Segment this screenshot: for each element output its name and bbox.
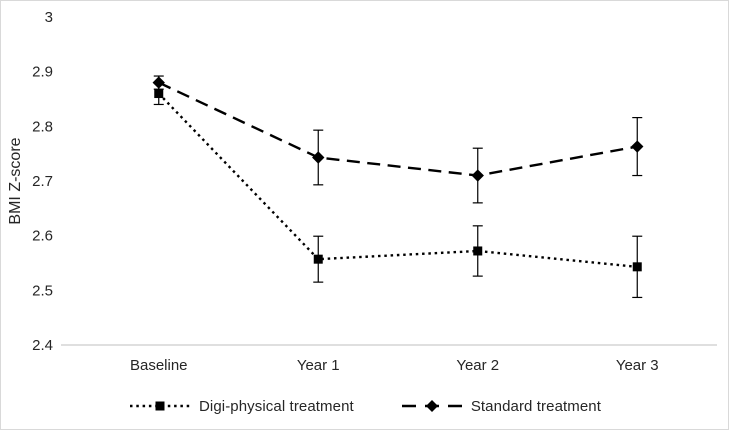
legend-item-standard: Standard treatment bbox=[400, 398, 601, 415]
x-tick-label: Year 1 bbox=[297, 357, 340, 374]
x-tick-label: Baseline bbox=[130, 357, 188, 374]
y-tick-label: 2.9 bbox=[32, 64, 53, 81]
x-tick-label: Year 2 bbox=[456, 357, 499, 374]
y-tick-label: 2.6 bbox=[32, 228, 53, 245]
y-tick-label: 2.7 bbox=[32, 173, 53, 190]
y-tick-label: 3 bbox=[45, 9, 53, 26]
diamond-marker bbox=[471, 169, 484, 182]
diamond-marker bbox=[152, 76, 165, 89]
legend-label-digi-physical: Digi-physical treatment bbox=[198, 397, 354, 415]
standard-line-sample-icon bbox=[401, 400, 462, 412]
chart-legend: Digi-physical treatment Standard treatme… bbox=[1, 384, 728, 428]
digi-physical-line-sample-icon bbox=[129, 401, 190, 411]
diamond-marker bbox=[631, 140, 644, 153]
y-tick-label: 2.4 bbox=[32, 337, 53, 354]
x-tick-label: Year 3 bbox=[616, 357, 659, 374]
square-marker bbox=[313, 254, 323, 264]
y-tick-label: 2.5 bbox=[32, 282, 53, 299]
square-marker bbox=[632, 262, 642, 272]
diamond-marker bbox=[312, 151, 325, 164]
series-line bbox=[157, 92, 638, 269]
square-marker bbox=[473, 246, 483, 256]
series-digi-physical bbox=[153, 81, 643, 299]
series-standard bbox=[152, 75, 644, 204]
square-marker bbox=[154, 89, 164, 99]
legend-label-standard: Standard treatment bbox=[470, 397, 602, 415]
series-line bbox=[158, 81, 638, 177]
y-tick-label: 2.8 bbox=[32, 118, 53, 135]
line-chart-canvas: 2.4 2.5 2.6 2.7 2.8 2.9 3 BMI Z-score Baseline Ye… bbox=[7, 9, 717, 374]
legend-item-digi-physical: Digi-physical treatment bbox=[128, 398, 354, 415]
y-axis-title: BMI Z-score bbox=[7, 137, 24, 224]
